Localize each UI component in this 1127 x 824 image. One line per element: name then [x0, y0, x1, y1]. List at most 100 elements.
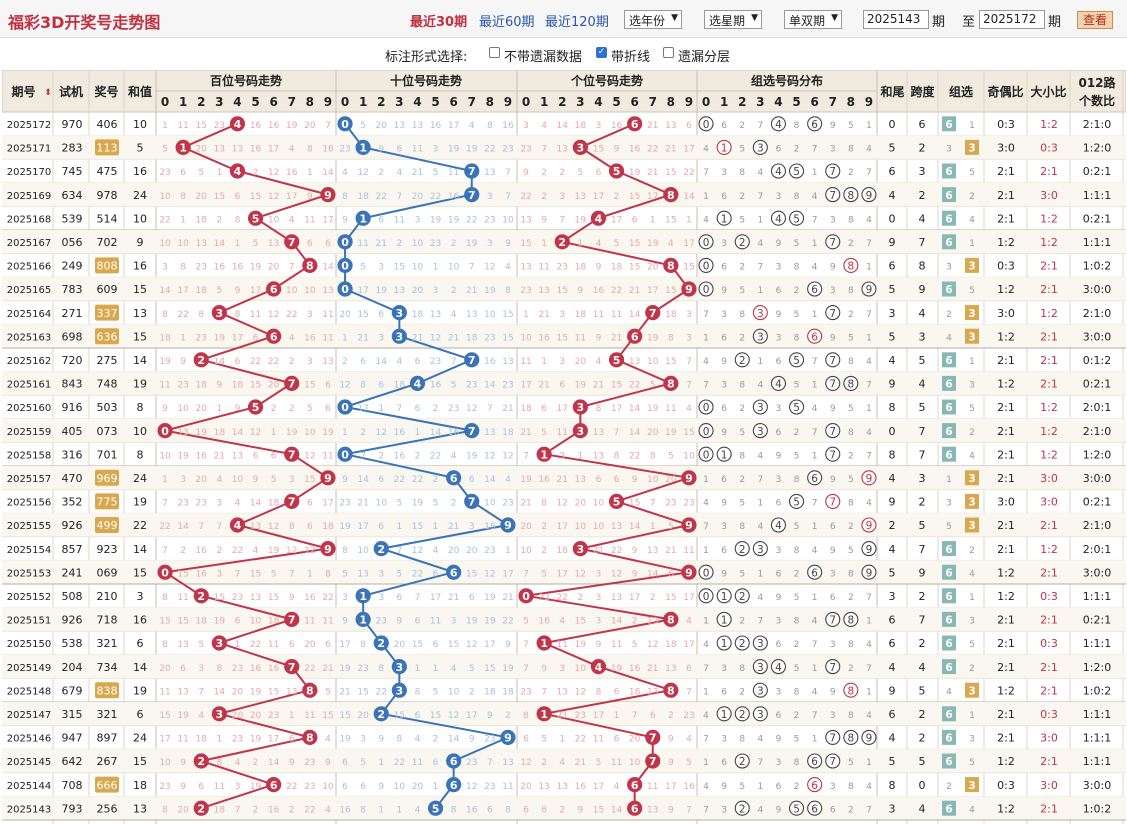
miss-layer-label[interactable]: 遗漏分层 — [678, 50, 731, 65]
miss-cell: 6 — [378, 381, 384, 391]
trial-cell: 947 — [62, 732, 83, 745]
sort-arrow-icon[interactable]: ⬍ — [44, 88, 52, 98]
year-select[interactable]: 选年份 — [624, 10, 683, 29]
hit-digit: 3 — [216, 637, 224, 650]
miss-cell: 10 — [575, 664, 587, 674]
parity-select[interactable]: 单双期 — [784, 10, 843, 29]
group-select-miss: 5 — [969, 640, 975, 650]
miss-cell: 22 — [268, 357, 279, 367]
miss-cell: 20 — [665, 475, 677, 485]
group-select-mark — [942, 635, 956, 651]
group-miss-cell: 7 — [757, 617, 763, 627]
miss-cell: 7 — [523, 664, 529, 674]
miss-cell: 17 — [611, 215, 622, 225]
hit-digit: 9 — [504, 732, 512, 745]
miss-cell: 20 — [466, 546, 478, 556]
trial-cell: 698 — [62, 330, 83, 343]
group-digit: 3 — [757, 331, 764, 343]
group-digit: 3 — [757, 544, 764, 556]
miss-cell: 17 — [665, 782, 676, 792]
miss-cell: 6 — [307, 499, 313, 509]
miss-cell: 16 — [250, 121, 262, 131]
group-select-cell: 3 — [968, 261, 975, 273]
miss-cell: 9 — [342, 617, 348, 627]
hit-ball — [663, 187, 679, 203]
group-digit: 2 — [739, 756, 746, 768]
no-miss-label[interactable]: 不带遗漏数据 — [504, 50, 583, 65]
miss-cell: 2 — [541, 192, 547, 202]
group-select-miss: 4 — [969, 451, 975, 461]
hit-ball — [391, 682, 407, 698]
miss-cell: 10 — [593, 499, 605, 509]
miss-cell: 1 — [415, 428, 421, 438]
header-digit: 5 — [612, 95, 620, 109]
miss-cell: 1 — [433, 522, 439, 532]
miss-layer-checkbox[interactable] — [663, 47, 674, 58]
header-digit: 1 — [359, 95, 367, 109]
polyline-label[interactable]: 带折线 — [611, 50, 651, 65]
miss-cell: 17 — [647, 192, 658, 202]
group-select-cell: 3 — [968, 520, 975, 532]
to-period-input[interactable]: 2025172 — [979, 10, 1045, 29]
miss-cell: 12 — [520, 758, 531, 768]
period-30-link[interactable]: 最近30期 — [410, 15, 468, 30]
miss-cell: 10 — [647, 357, 659, 367]
sum-cell: 3 — [137, 590, 144, 603]
group-digit: 3 — [757, 426, 764, 438]
miss-cell: 11 — [214, 782, 225, 792]
miss-cell: 22 — [683, 168, 694, 178]
span-cell: 4 — [919, 378, 926, 391]
group-miss-cell: 4 — [757, 239, 763, 249]
polyline-checkbox[interactable]: ✓ — [596, 47, 607, 58]
group-select-miss: 5 — [969, 758, 975, 768]
group-select-mark — [942, 423, 956, 439]
hit-ball — [464, 423, 480, 439]
from-period-input[interactable]: 2025143 — [863, 10, 929, 29]
group-digit: 6 — [811, 756, 818, 768]
hit-digit: 2 — [377, 637, 385, 650]
week-select[interactable]: 选星期 — [704, 10, 763, 29]
group-miss-cell: 3 — [830, 782, 836, 792]
no-miss-checkbox[interactable] — [489, 47, 500, 58]
period-60-link[interactable]: 最近60期 — [479, 15, 535, 30]
miss-cell: 10 — [304, 428, 316, 438]
query-button[interactable]: 查看 — [1077, 11, 1113, 29]
miss-cell: 13 — [593, 451, 604, 461]
hit-digit: 4 — [414, 378, 422, 391]
miss-cell: 10 — [647, 475, 659, 485]
hit-ball — [355, 588, 371, 604]
sum-cell: 14 — [133, 543, 147, 556]
group-digit: 6 — [811, 780, 818, 792]
prize-cell: 897 — [97, 732, 118, 745]
hit-ball — [211, 635, 227, 651]
miss-cell: 1 — [307, 168, 313, 178]
group-select-mark — [942, 446, 956, 462]
group-select-mark — [942, 611, 956, 627]
group-miss-cell: 5 — [848, 546, 854, 556]
group-select-miss: 4 — [946, 333, 952, 343]
miss-cell: 22 — [466, 215, 477, 225]
hit-ball — [590, 210, 607, 226]
miss-cell: 4 — [505, 475, 511, 485]
group-miss-cell: 6 — [721, 546, 727, 556]
group-miss-cell: 7 — [757, 758, 763, 768]
group-select-cell: 3 — [968, 497, 975, 509]
miss-cell: 9 — [487, 711, 493, 721]
group-miss-cell: 5 — [739, 782, 745, 792]
miss-cell: 15 — [629, 192, 640, 202]
hit-ball — [284, 611, 300, 628]
miss-cell: 21 — [339, 687, 350, 697]
miss-cell: 1 — [289, 711, 295, 721]
miss-cell: 15 — [593, 145, 604, 155]
group-ball — [825, 423, 841, 439]
group-miss-cell: 4 — [703, 145, 709, 155]
odd-even-cell: 1:2 — [997, 236, 1015, 249]
miss-cell: 13 — [214, 145, 225, 155]
miss-cell: 9 — [235, 286, 241, 296]
group-select-cell: 3 — [968, 308, 975, 320]
miss-cell: 18 — [665, 640, 677, 650]
miss-cell: 7 — [686, 687, 692, 697]
hit-ball — [446, 564, 462, 580]
header-period[interactable]: 期号 — [11, 84, 35, 99]
period-120-link[interactable]: 最近120期 — [545, 15, 609, 30]
